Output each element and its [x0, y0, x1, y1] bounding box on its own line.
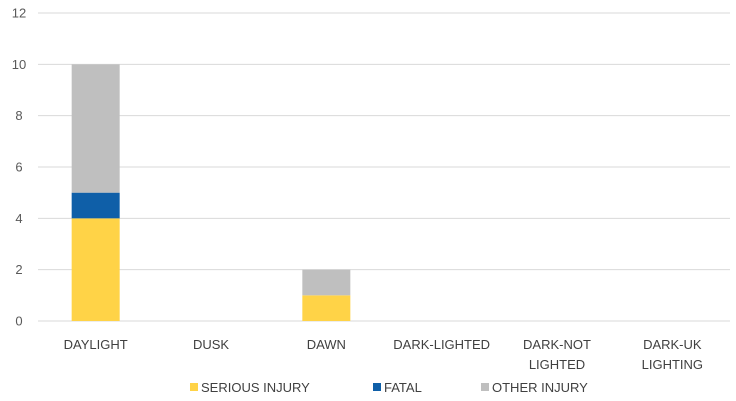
- bar-segment-other-injury: [71, 64, 120, 193]
- x-category-label: LIGHTED: [529, 357, 585, 372]
- y-tick-label: 10: [12, 57, 26, 72]
- bar-segment-other-injury: [302, 269, 351, 296]
- y-tick-label: 4: [15, 211, 22, 226]
- legend-label: OTHER INJURY: [492, 380, 588, 395]
- legend-label: SERIOUS INJURY: [201, 380, 310, 395]
- legend-label: FATAL: [384, 380, 422, 395]
- x-category-label: DAYLIGHT: [64, 337, 128, 352]
- x-category-label: LIGHTING: [642, 357, 703, 372]
- y-tick-label: 2: [15, 262, 22, 277]
- y-tick-label: 0: [15, 314, 22, 329]
- y-tick-label: 12: [12, 6, 26, 21]
- x-category-label: DAWN: [307, 337, 346, 352]
- x-category-label: DARK-LIGHTED: [393, 337, 490, 352]
- x-category-label: DARK-UK: [643, 337, 702, 352]
- bars: [71, 64, 351, 321]
- legend-swatch: [190, 383, 198, 391]
- x-category-label: DUSK: [193, 337, 229, 352]
- x-category-label: DARK-NOT: [523, 337, 591, 352]
- x-axis-category-labels: DAYLIGHT DUSK DAWN DARK-LIGHTED DARK-NOT LIGH…: [64, 337, 703, 372]
- bar-segment-fatal: [71, 192, 120, 219]
- bar-segment-serious-injury: [302, 295, 351, 321]
- y-tick-label: 8: [15, 108, 22, 123]
- legend-swatch: [373, 383, 381, 391]
- y-tick-label: 6: [15, 160, 22, 175]
- legend: SERIOUS INJURY FATAL OTHER INJURY: [190, 380, 588, 395]
- gridlines: [38, 12, 730, 322]
- y-axis-tick-labels: 0 2 4 6 8 10 12: [12, 6, 26, 329]
- bar-segment-serious-injury: [71, 218, 120, 321]
- legend-swatch: [481, 383, 489, 391]
